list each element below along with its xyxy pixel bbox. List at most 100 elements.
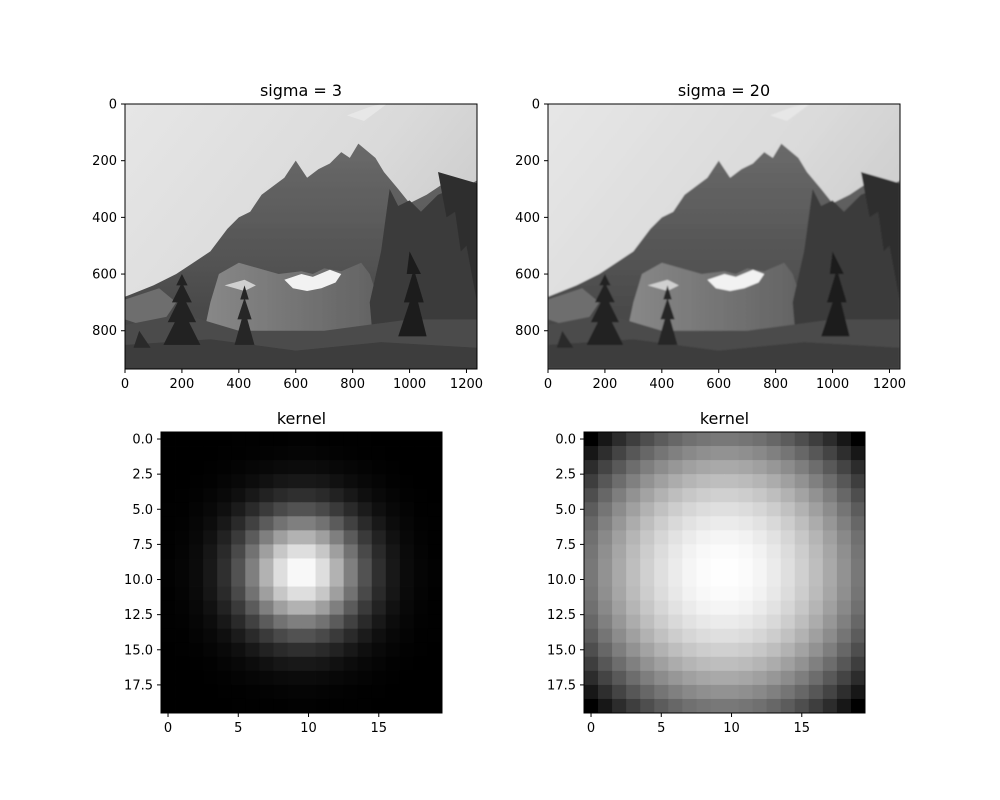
kernel-cell	[598, 544, 613, 559]
kernel-cell	[780, 474, 796, 489]
axes-frame	[583, 431, 866, 714]
subplot-title: sigma = 3	[260, 81, 342, 100]
kernel-cell	[189, 516, 204, 531]
kernel-cell	[245, 600, 260, 616]
kernel-cell	[203, 572, 218, 587]
kernel-cell	[329, 516, 345, 531]
kernel-cell	[161, 586, 176, 601]
kernel-cell	[794, 698, 810, 714]
kernel-cell	[287, 446, 302, 461]
y-tick-label: 600	[515, 268, 540, 283]
kernel-cell	[752, 656, 768, 672]
kernel-cell	[273, 446, 288, 461]
kernel-cell	[766, 488, 782, 503]
kernel-cell	[668, 614, 683, 630]
kernel-cell	[287, 628, 302, 644]
kernel-cell	[315, 656, 330, 672]
kernel-cell	[259, 530, 274, 545]
kernel-cell	[385, 530, 401, 545]
kernel-cell	[598, 684, 613, 700]
kernel-cell	[724, 558, 739, 573]
kernel-cell	[189, 474, 204, 489]
kernel-cell	[752, 544, 768, 559]
kernel-cell	[654, 460, 669, 475]
kernel-cell	[301, 572, 316, 587]
kernel-cell	[413, 516, 429, 531]
kernel-cell	[343, 488, 359, 503]
kernel-cell	[371, 628, 387, 644]
kernel-cell	[598, 474, 613, 489]
kernel-cell	[794, 488, 810, 503]
kernel-cell	[245, 642, 260, 658]
kernel-cell	[584, 642, 599, 658]
kernel-cell	[175, 460, 190, 475]
kernel-cell	[626, 586, 641, 601]
kernel-cell	[231, 614, 246, 630]
kernel-cell	[175, 516, 190, 531]
kernel-cell	[654, 572, 669, 587]
kernel-cell	[640, 530, 655, 545]
kernel-cell	[245, 572, 260, 587]
kernel-cell	[315, 446, 330, 461]
kernel-cell	[231, 544, 246, 559]
y-tick-label: 0	[532, 98, 540, 113]
kernel-cell	[752, 628, 768, 644]
kernel-cell	[357, 572, 373, 587]
x-tick-label: 0	[121, 377, 129, 392]
kernel-cell	[231, 530, 246, 545]
kernel-cell	[780, 446, 796, 461]
kernel-cell	[682, 432, 697, 447]
kernel-cell	[724, 670, 739, 686]
kernel-cell	[780, 530, 796, 545]
y-tick-label: 200	[92, 154, 117, 169]
kernel-cell	[399, 544, 415, 559]
kernel-cell	[668, 628, 683, 644]
kernel-cell	[385, 544, 401, 559]
kernel-cell	[696, 600, 711, 616]
kernel-cell	[850, 656, 866, 672]
kernel-cell	[175, 544, 190, 559]
kernel-cell	[385, 628, 401, 644]
kernel-cell	[343, 572, 359, 587]
kernel-cell	[780, 572, 796, 587]
kernel-cell	[612, 530, 627, 545]
kernel-cell	[626, 530, 641, 545]
kernel-cell	[385, 502, 401, 517]
kernel-cell	[766, 460, 782, 475]
kernel-cell	[822, 544, 838, 559]
kernel-cell	[682, 446, 697, 461]
kernel-cell	[203, 558, 218, 573]
kernel-cell	[259, 516, 274, 531]
kernel-cell	[612, 698, 627, 714]
kernel-cell	[598, 642, 613, 658]
kernel-cell	[612, 558, 627, 573]
kernel-cell	[836, 670, 852, 686]
kernel-cell	[668, 460, 683, 475]
kernel-cell	[598, 656, 613, 672]
kernel-cell	[315, 600, 330, 616]
kernel-cell	[710, 432, 725, 447]
kernel-cell	[357, 544, 373, 559]
y-tick-label: 10.0	[547, 573, 576, 588]
kernel-cell	[794, 460, 810, 475]
kernel-cell	[287, 684, 302, 700]
kernel-cell	[808, 614, 824, 630]
kernel-cell	[584, 446, 599, 461]
kernel-cell	[780, 516, 796, 531]
kernel-cell	[598, 670, 613, 686]
kernel-cell	[189, 488, 204, 503]
kernel-cell	[301, 502, 316, 517]
kernel-cell	[794, 586, 810, 601]
kernel-cell	[175, 432, 190, 447]
kernel-cell	[301, 670, 316, 686]
kernel-cell	[682, 544, 697, 559]
kernel-cell	[161, 572, 176, 587]
kernel-cell	[836, 502, 852, 517]
kernel-cell	[710, 698, 725, 714]
x-tick-label: 800	[763, 377, 788, 392]
axes-frame	[547, 103, 901, 370]
kernel-cell	[357, 684, 373, 700]
kernel-cell	[710, 558, 725, 573]
kernel-cell	[612, 474, 627, 489]
kernel-cell	[696, 586, 711, 601]
